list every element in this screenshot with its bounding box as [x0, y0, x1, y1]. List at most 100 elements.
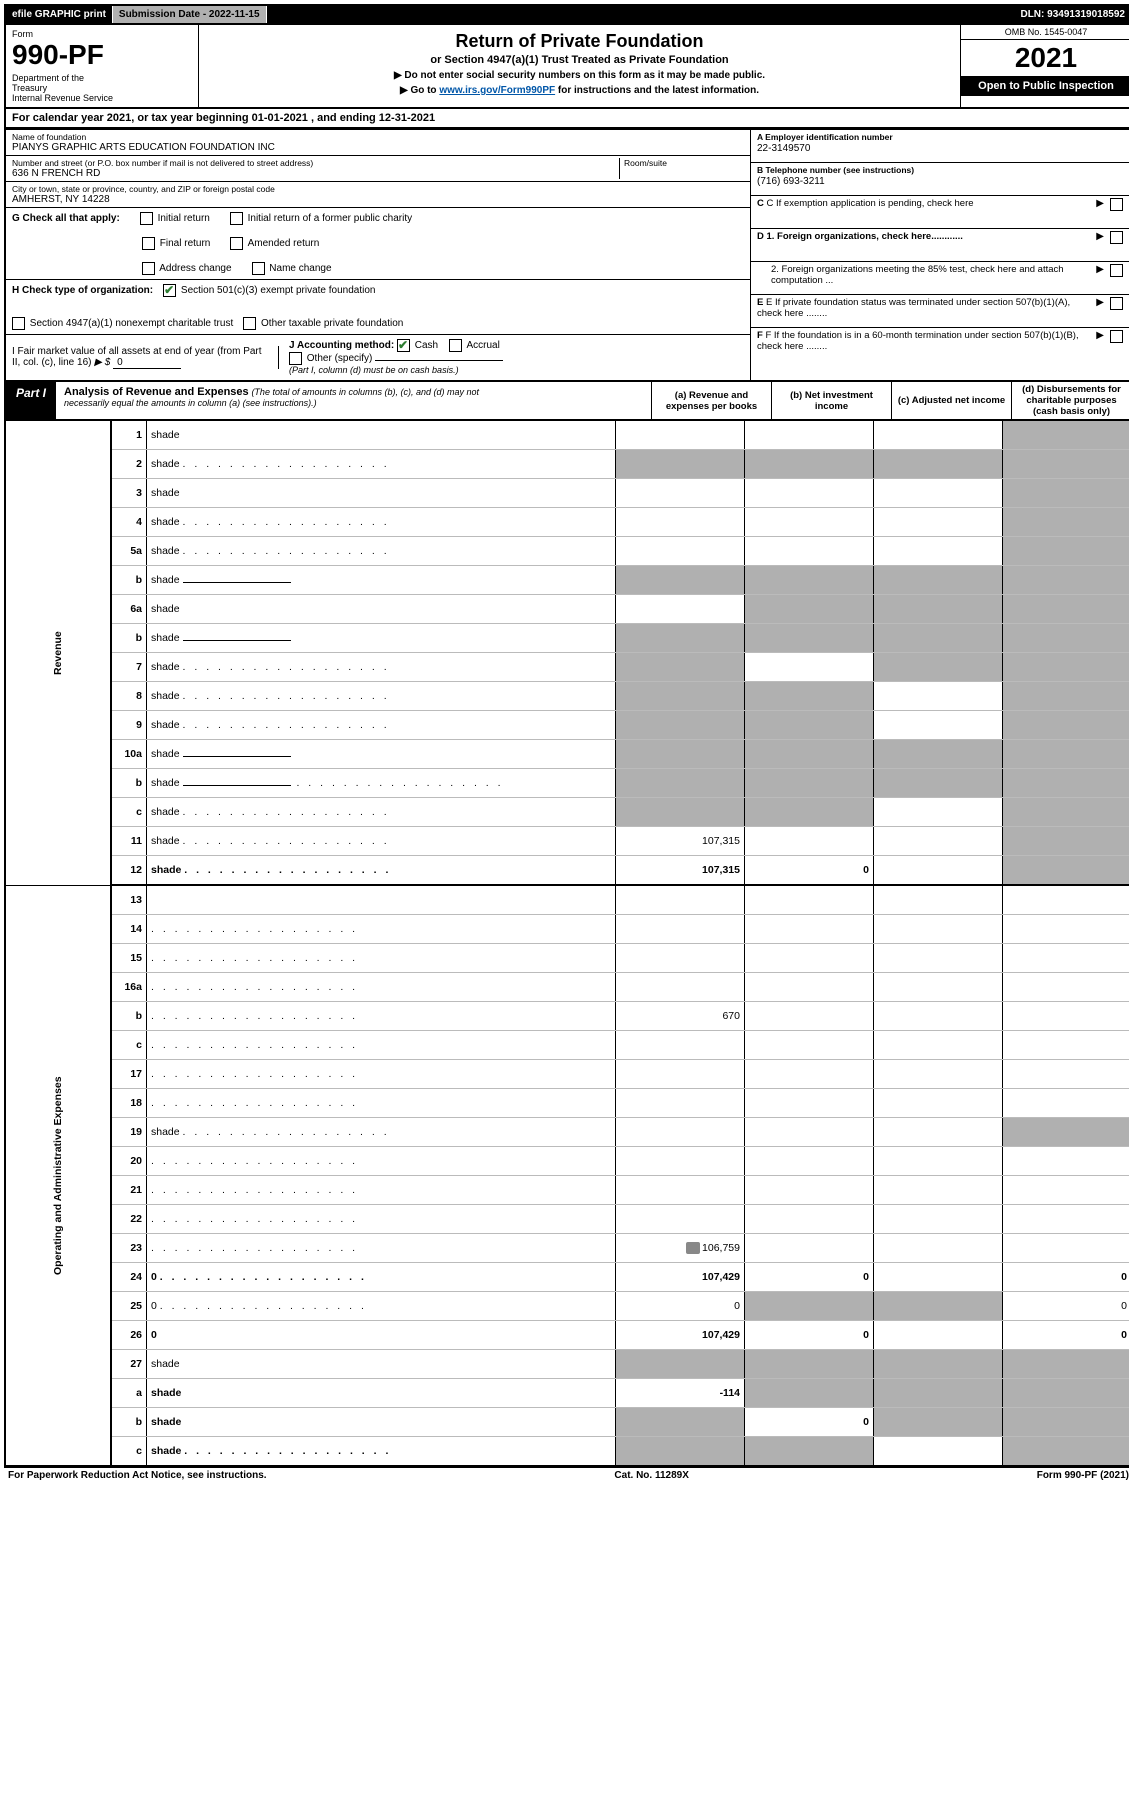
table-row: 18 — [5, 1089, 1129, 1118]
cb-accrual[interactable] — [449, 339, 462, 352]
phone-value: (716) 693-3211 — [757, 176, 825, 187]
cb-address-change[interactable] — [142, 262, 155, 275]
table-row: 12 shade 107,315 0 — [5, 856, 1129, 886]
calendar-year-row: For calendar year 2021, or tax year begi… — [4, 109, 1129, 129]
cb-initial-former[interactable] — [230, 212, 243, 225]
tax-year: 2021 — [961, 40, 1129, 76]
room-label: Room/suite — [624, 158, 744, 168]
efile-label: efile GRAPHIC print — [6, 6, 113, 23]
header-right: OMB No. 1545-0047 2021 Open to Public In… — [960, 25, 1129, 107]
table-row: 4 shade — [5, 508, 1129, 537]
table-row: b shade — [5, 624, 1129, 653]
form-number: 990-PF — [12, 39, 192, 71]
note-goto: ▶ Go to www.irs.gov/Form990PF for instru… — [205, 85, 954, 96]
col-b-header: (b) Net investment income — [771, 382, 891, 419]
cb-501c3[interactable] — [163, 284, 176, 297]
j-note: (Part I, column (d) must be on cash basi… — [289, 365, 459, 375]
part1-label: Part I — [6, 382, 56, 419]
ein-cell: A Employer identification number 22-3149… — [751, 130, 1129, 163]
b-label: B Telephone number (see instructions) — [757, 165, 914, 175]
table-row: 17 — [5, 1060, 1129, 1089]
note-no-ssn: ▶ Do not enter social security numbers o… — [205, 70, 954, 81]
table-row: 9 shade — [5, 711, 1129, 740]
d1-cell: D 1. Foreign organizations, check here..… — [751, 229, 1129, 262]
cb-name-change[interactable] — [252, 262, 265, 275]
info-right-col: A Employer identification number 22-3149… — [751, 130, 1129, 380]
info-left-col: Name of foundation PIANYS GRAPHIC ARTS E… — [6, 130, 751, 380]
part1-table: Revenue 1 shade 2 shade 3 shade 4 shade … — [4, 421, 1129, 1467]
foundation-address: 636 N FRENCH RD — [12, 168, 619, 179]
other-specify-input[interactable] — [375, 360, 503, 361]
cb-foreign-85[interactable] — [1110, 264, 1123, 277]
table-row: 21 — [5, 1176, 1129, 1205]
page-footer: For Paperwork Reduction Act Notice, see … — [4, 1467, 1129, 1483]
address-cell: Number and street (or P.O. box number if… — [6, 156, 750, 182]
form-word: Form — [12, 29, 192, 39]
form-subtitle: or Section 4947(a)(1) Trust Treated as P… — [205, 54, 954, 66]
table-row: b 670 — [5, 1002, 1129, 1031]
cb-exemption-pending[interactable] — [1110, 198, 1123, 211]
table-row: 19 shade — [5, 1118, 1129, 1147]
c-cell: C C If exemption application is pending,… — [751, 196, 1129, 229]
phone-cell: B Telephone number (see instructions) (7… — [751, 163, 1129, 196]
open-to-public: Open to Public Inspection — [961, 76, 1129, 96]
name-label: Name of foundation — [12, 132, 744, 142]
irs-link[interactable]: www.irs.gov/Form990PF — [439, 85, 555, 96]
addr-label: Number and street (or P.O. box number if… — [12, 158, 619, 168]
expenses-side-label: Operating and Administrative Expenses — [5, 885, 111, 1466]
h-check-row: H Check type of organization: Section 50… — [6, 280, 750, 335]
table-row: 2 shade — [5, 450, 1129, 479]
cb-cash[interactable] — [397, 339, 410, 352]
table-row: 8 shade — [5, 682, 1129, 711]
g-check-row: G Check all that apply: Initial return I… — [6, 208, 750, 280]
fmv-value: 0 — [113, 357, 181, 369]
dept-treasury: Department of theTreasuryInternal Revenu… — [12, 73, 192, 103]
table-row: 15 — [5, 944, 1129, 973]
table-row: c shade — [5, 1437, 1129, 1467]
cb-amended-return[interactable] — [230, 237, 243, 250]
j-label: J Accounting method: — [289, 340, 394, 351]
attachment-icon[interactable] — [686, 1242, 700, 1254]
cat-number: Cat. No. 11289X — [614, 1470, 688, 1481]
cb-4947a1[interactable] — [12, 317, 25, 330]
table-row: 14 — [5, 915, 1129, 944]
omb-number: OMB No. 1545-0047 — [961, 25, 1129, 40]
foundation-city: AMHERST, NY 14228 — [12, 194, 744, 205]
table-row: Operating and Administrative Expenses 13 — [5, 885, 1129, 915]
efile-topbar: efile GRAPHIC print Submission Date - 20… — [4, 4, 1129, 25]
table-row: 27 shade — [5, 1350, 1129, 1379]
header-left: Form 990-PF Department of theTreasuryInt… — [6, 25, 199, 107]
i-j-row: I Fair market value of all assets at end… — [6, 335, 750, 380]
table-row: 7 shade — [5, 653, 1129, 682]
table-row: 16a — [5, 973, 1129, 1002]
g-label: G Check all that apply: — [12, 213, 120, 224]
cb-other-taxable[interactable] — [243, 317, 256, 330]
table-row: 3 shade — [5, 479, 1129, 508]
a-label: A Employer identification number — [757, 132, 893, 142]
col-c-header: (c) Adjusted net income — [891, 382, 1011, 419]
table-row: c shade — [5, 798, 1129, 827]
cb-other-method[interactable] — [289, 352, 302, 365]
table-row: 5a shade — [5, 537, 1129, 566]
col-d-header: (d) Disbursements for charitable purpose… — [1011, 382, 1129, 419]
form-header: Form 990-PF Department of theTreasuryInt… — [4, 25, 1129, 109]
form-footer-id: Form 990-PF (2021) — [1037, 1470, 1129, 1481]
d2-cell: 2. Foreign organizations meeting the 85%… — [751, 262, 1129, 295]
dln-label: DLN: 93491319018592 — [1014, 6, 1129, 23]
form-title: Return of Private Foundation — [205, 31, 954, 52]
cb-final-return[interactable] — [142, 237, 155, 250]
cb-terminated[interactable] — [1110, 297, 1123, 310]
cb-60-month[interactable] — [1110, 330, 1123, 343]
submission-date: Submission Date - 2022-11-15 — [113, 6, 267, 23]
cb-initial-return[interactable] — [140, 212, 153, 225]
city-cell: City or town, state or province, country… — [6, 182, 750, 208]
ein-value: 22-3149570 — [757, 143, 810, 154]
table-row: b shade — [5, 566, 1129, 595]
e-cell: E E If private foundation status was ter… — [751, 295, 1129, 328]
cb-foreign-org[interactable] — [1110, 231, 1123, 244]
city-label: City or town, state or province, country… — [12, 184, 744, 194]
table-row: Revenue 1 shade — [5, 421, 1129, 450]
table-row: 6a shade — [5, 595, 1129, 624]
foundation-info: Name of foundation PIANYS GRAPHIC ARTS E… — [4, 129, 1129, 382]
part1-columns: (a) Revenue and expenses per books (b) N… — [651, 382, 1129, 419]
